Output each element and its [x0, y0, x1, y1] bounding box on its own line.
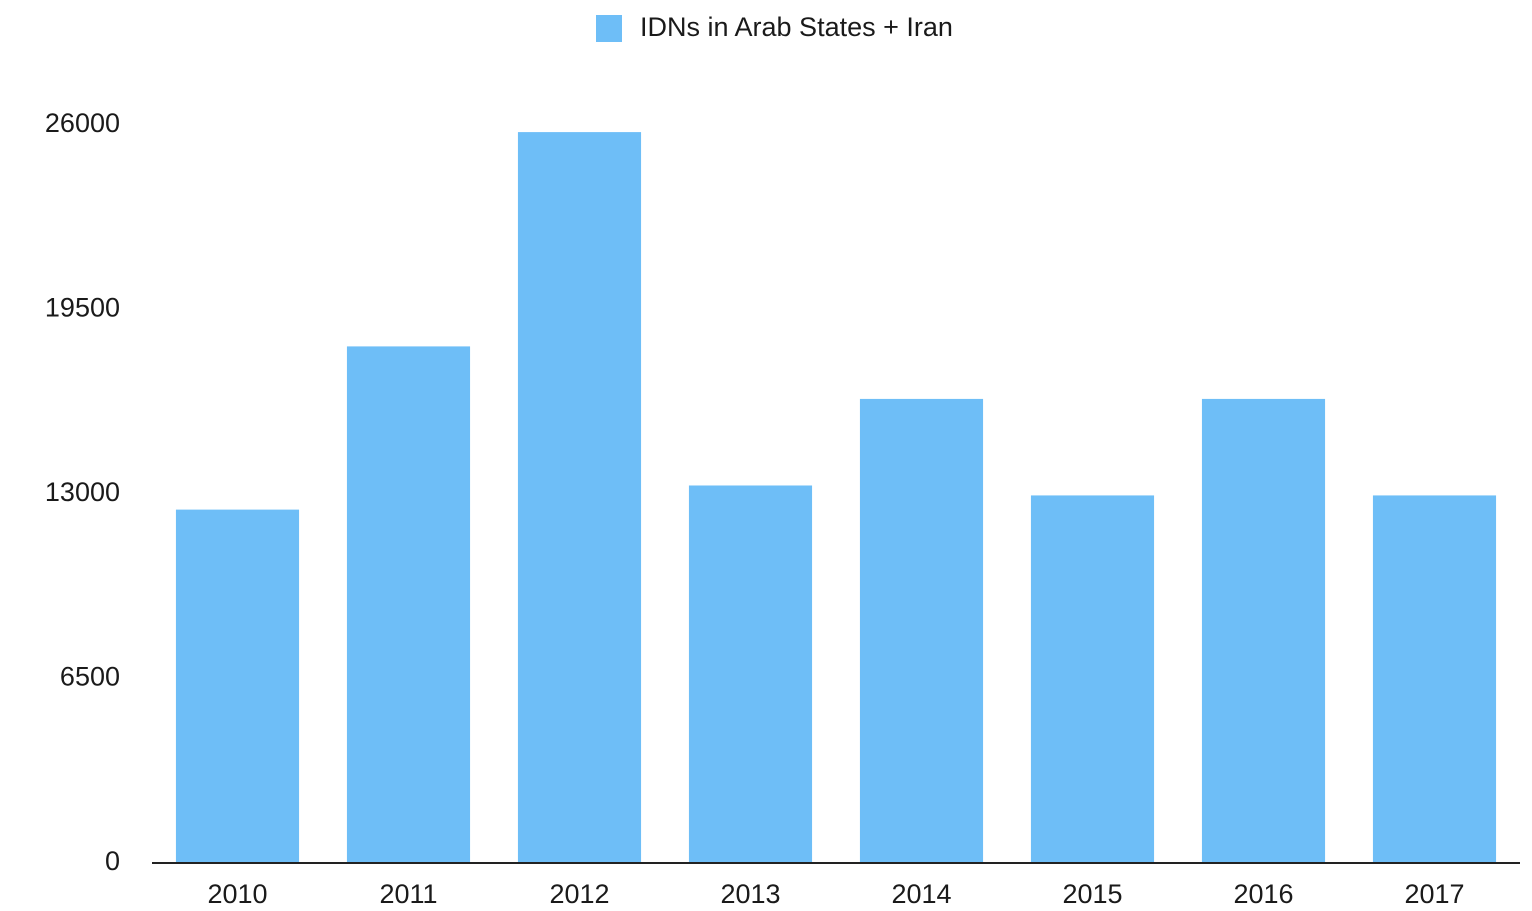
y-tick-label: 19500 — [45, 293, 120, 323]
x-tick-label: 2017 — [1404, 879, 1464, 909]
legend-swatch — [596, 15, 622, 42]
bar — [517, 132, 642, 863]
y-tick-label: 13000 — [45, 477, 120, 507]
x-tick-label: 2011 — [379, 879, 437, 909]
x-tick-label: 2014 — [891, 879, 951, 909]
y-tick-label: 0 — [105, 846, 120, 876]
bar — [1201, 398, 1326, 863]
bar — [1372, 495, 1497, 863]
x-tick-label: 2015 — [1062, 879, 1122, 909]
y-tick-label: 6500 — [60, 662, 120, 692]
x-tick-label: 2010 — [207, 879, 267, 909]
legend-label: IDNs in Arab States + Iran — [640, 12, 953, 42]
bar — [346, 346, 471, 863]
x-tick-label: 2016 — [1233, 879, 1293, 909]
y-tick-label: 26000 — [45, 108, 120, 138]
x-tick-label: 2013 — [720, 879, 780, 909]
bar — [688, 485, 813, 863]
bar — [859, 398, 984, 863]
x-tick-label: 2012 — [549, 879, 609, 909]
bar — [1030, 495, 1155, 863]
bar — [175, 509, 300, 863]
